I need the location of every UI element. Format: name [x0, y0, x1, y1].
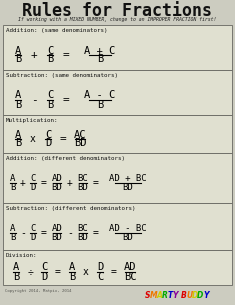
Text: A: A [156, 292, 162, 300]
Text: AD: AD [124, 263, 136, 272]
Text: A + C: A + C [84, 45, 116, 56]
Text: D: D [192, 292, 198, 300]
Text: BD: BD [123, 183, 133, 192]
Text: B: B [97, 55, 103, 64]
Text: AD + BC: AD + BC [109, 174, 147, 183]
Bar [3, 250, 232, 285]
Text: B: B [13, 271, 19, 282]
Bar [3, 203, 232, 250]
Text: C: C [41, 263, 47, 272]
Text: D: D [30, 233, 36, 242]
Text: A: A [10, 174, 16, 183]
Text: -: - [67, 228, 73, 238]
Text: AC: AC [74, 130, 86, 139]
Text: D: D [97, 263, 103, 272]
Text: B: B [181, 292, 187, 300]
Text: D: D [30, 183, 36, 192]
Text: R: R [162, 292, 167, 300]
Text: BD: BD [78, 183, 88, 192]
Text: C: C [45, 130, 51, 139]
Text: =: = [41, 228, 47, 238]
Bar [3, 25, 232, 70]
Text: C: C [47, 45, 53, 56]
Text: =: = [55, 267, 61, 277]
Text: Subtraction: (different denominators): Subtraction: (different denominators) [6, 206, 136, 211]
Text: -: - [20, 228, 26, 238]
Bar [3, 70, 232, 115]
Text: +: + [20, 178, 26, 188]
Text: B: B [69, 271, 75, 282]
Text: x: x [83, 267, 89, 277]
Text: Rules for Fractions: Rules for Fractions [23, 2, 212, 20]
Text: +: + [31, 50, 37, 60]
Text: C: C [30, 174, 36, 183]
Text: B: B [10, 233, 16, 242]
Text: AD: AD [52, 224, 62, 233]
Text: Subtraction: (same denominators): Subtraction: (same denominators) [6, 73, 118, 78]
Text: D: D [45, 138, 51, 149]
Text: A: A [15, 45, 21, 56]
Text: Addition: (different denominators): Addition: (different denominators) [6, 156, 125, 161]
Text: M: M [150, 292, 157, 300]
Bar [3, 115, 232, 153]
Text: Y: Y [173, 292, 178, 300]
Text: BD: BD [52, 233, 62, 242]
Text: A: A [69, 263, 75, 272]
Text: BD: BD [52, 183, 62, 192]
Text: BD: BD [78, 233, 88, 242]
Text: AD - BC: AD - BC [109, 224, 147, 233]
Text: ÷: ÷ [27, 267, 33, 277]
Text: =: = [63, 95, 69, 105]
Text: BD: BD [123, 233, 133, 242]
Text: D: D [41, 271, 47, 282]
Text: B: B [47, 55, 53, 64]
Text: Addition: (same denominators): Addition: (same denominators) [6, 28, 107, 33]
Text: BD: BD [74, 138, 86, 149]
Text: A: A [15, 91, 21, 101]
Text: C: C [30, 224, 36, 233]
Text: B: B [15, 138, 21, 149]
Text: Division:: Division: [6, 253, 38, 258]
Text: +: + [67, 178, 73, 188]
Text: B: B [15, 99, 21, 109]
Text: BC: BC [78, 174, 88, 183]
Text: B: B [10, 183, 16, 192]
Text: =: = [111, 267, 117, 277]
Text: Multiplication:: Multiplication: [6, 118, 59, 123]
Text: Copyright 2014, Matpix, 2014: Copyright 2014, Matpix, 2014 [5, 289, 71, 293]
Text: A: A [13, 263, 19, 272]
Text: U: U [186, 292, 193, 300]
Text: =: = [93, 178, 99, 188]
Text: =: = [63, 50, 69, 60]
Text: BC: BC [78, 224, 88, 233]
Text: If working with a MIXED NUMBER, change to an IMPROPER FRACTION first!: If working with a MIXED NUMBER, change t… [18, 17, 217, 23]
Text: T: T [167, 292, 173, 300]
Bar [3, 153, 232, 203]
Text: x: x [30, 134, 36, 144]
Text: A: A [15, 130, 21, 139]
Text: C: C [47, 91, 53, 101]
Text: B: B [15, 55, 21, 64]
Text: -: - [31, 95, 37, 105]
Text: B: B [47, 99, 53, 109]
Text: C: C [97, 271, 103, 282]
Text: =: = [41, 178, 47, 188]
Text: BC: BC [124, 271, 136, 282]
Text: D: D [197, 292, 204, 300]
Text: Y: Y [203, 292, 209, 300]
Text: S: S [145, 292, 151, 300]
Text: =: = [60, 134, 66, 144]
Text: A - C: A - C [84, 91, 116, 101]
Text: B: B [97, 99, 103, 109]
Text: A: A [10, 224, 16, 233]
Text: =: = [93, 228, 99, 238]
Text: AD: AD [52, 174, 62, 183]
